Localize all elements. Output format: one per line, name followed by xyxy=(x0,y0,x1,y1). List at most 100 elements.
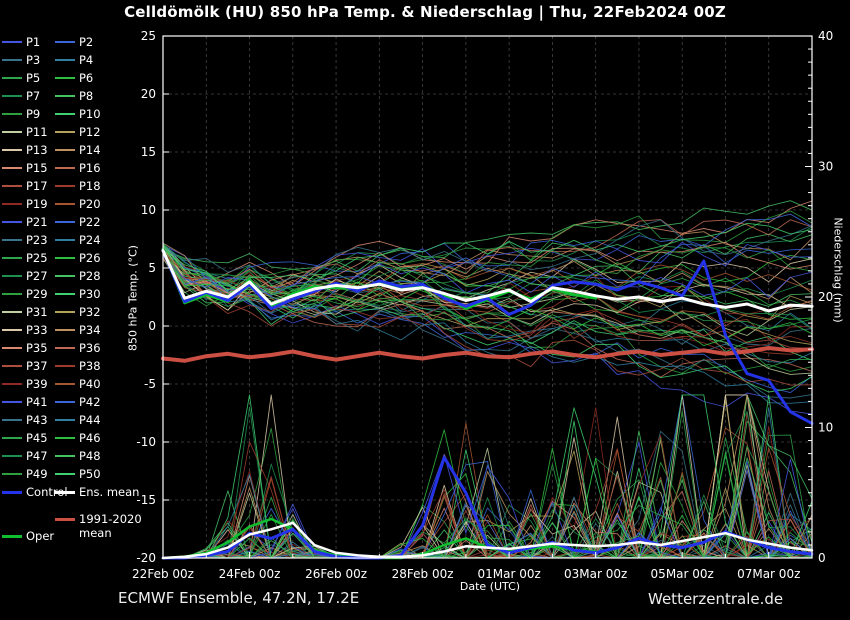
legend-line-swatch xyxy=(2,221,22,223)
main-series xyxy=(161,247,814,560)
legend-item-label: P6 xyxy=(79,71,94,85)
legend-item-label: P48 xyxy=(79,449,101,463)
y-right-tick-label: 0 xyxy=(818,551,826,565)
x-tick-label: 26Feb 00z xyxy=(305,567,367,581)
y-left-tick-label: 0 xyxy=(148,319,156,333)
legend-item-label: P20 xyxy=(79,197,101,211)
legend-item-label: Oper xyxy=(26,529,55,543)
legend-item-label: P28 xyxy=(79,269,101,283)
legend-item-label: P23 xyxy=(26,233,48,247)
y-right-tick-label: 40 xyxy=(818,29,833,43)
legend-item-label: P27 xyxy=(26,269,48,283)
x-axis-title: Date (UTC) xyxy=(459,580,521,593)
legend-line-swatch xyxy=(2,437,22,439)
legend-item-label: P11 xyxy=(26,125,48,139)
legend-line-swatch xyxy=(55,473,75,475)
legend-item-label: P50 xyxy=(79,467,101,481)
legend-item-label: P15 xyxy=(26,161,48,175)
legend-item-label: P5 xyxy=(26,71,41,85)
legend-item-label: P21 xyxy=(26,215,48,229)
legend-item-label: P1 xyxy=(26,35,41,49)
legend-item-label: 1991-2020 mean xyxy=(79,512,142,540)
legend-line-swatch xyxy=(2,293,22,295)
y-left-tick-label: 5 xyxy=(148,261,156,275)
legend-item-label: P2 xyxy=(79,35,94,49)
legend-item-label: P34 xyxy=(79,323,101,337)
legend-item-label: P33 xyxy=(26,323,48,337)
legend-line-swatch xyxy=(55,293,75,295)
legend-line-swatch xyxy=(2,149,22,151)
legend-item-label: P43 xyxy=(26,413,48,427)
legend-item-label: P16 xyxy=(79,161,101,175)
legend-item-label: P41 xyxy=(26,395,48,409)
chart-title: Celldömölk (HU) 850 hPa Temp. & Niedersc… xyxy=(124,3,726,21)
y-axis-right-title: Niederschlag (mm) xyxy=(831,217,845,323)
axis-frame xyxy=(162,35,813,559)
y-axis-left-title: 850 hPa Temp. (°C) xyxy=(126,245,140,351)
legend-line-swatch xyxy=(2,383,22,385)
legend-line-swatch xyxy=(55,491,75,494)
legend-line-swatch xyxy=(55,365,75,367)
legend-line-swatch xyxy=(55,455,75,457)
x-tick-label: 28Feb 00z xyxy=(392,567,454,581)
legend-item-label: P29 xyxy=(26,287,48,301)
legend-line-swatch xyxy=(55,95,75,97)
legend: P1 P2 P3 P4 P5 P6 P7 P8 P9 P10 P11 P12 P13 P14 P15 P16 P… xyxy=(0,0,142,620)
legend-line-swatch xyxy=(2,167,22,169)
legend-item-label: Control xyxy=(26,485,68,499)
legend-item-label: P49 xyxy=(26,467,48,481)
x-tick-label: 01Mar 00z xyxy=(477,567,540,581)
legend-line-swatch xyxy=(2,275,22,277)
legend-line-swatch xyxy=(55,257,75,259)
legend-line-swatch xyxy=(55,167,75,169)
legend-line-swatch xyxy=(55,383,75,385)
legend-line-swatch xyxy=(55,41,75,43)
legend-line-swatch xyxy=(55,275,75,277)
legend-item-label: P32 xyxy=(79,305,101,319)
legend-item-label: P3 xyxy=(26,53,41,67)
y-left-tick-label: -20 xyxy=(136,551,156,565)
legend-item-label: P10 xyxy=(79,107,101,121)
legend-line-swatch xyxy=(2,419,22,421)
legend-line-swatch xyxy=(2,185,22,187)
legend-item-label: P38 xyxy=(79,359,101,373)
legend-line-swatch xyxy=(2,131,22,133)
legend-item-label: P17 xyxy=(26,179,48,193)
legend-item-label: P44 xyxy=(79,413,101,427)
legend-line-swatch xyxy=(55,131,75,133)
legend-item-label: P35 xyxy=(26,341,48,355)
legend-item-label: P14 xyxy=(79,143,101,157)
y-left-tick-label: 10 xyxy=(141,203,156,217)
legend-line-swatch xyxy=(55,59,75,61)
legend-item-label: P24 xyxy=(79,233,101,247)
legend-item-label: P31 xyxy=(26,305,48,319)
legend-line-swatch xyxy=(55,329,75,331)
legend-item-label: P26 xyxy=(79,251,101,265)
legend-item-label: P19 xyxy=(26,197,48,211)
legend-item-label: P42 xyxy=(79,395,101,409)
y-left-tick-label: -15 xyxy=(136,493,156,507)
ensemble-members-temp xyxy=(162,200,813,415)
legend-item-label: Ens. mean xyxy=(79,485,140,499)
legend-line-swatch xyxy=(2,41,22,43)
legend-line-swatch xyxy=(2,59,22,61)
footer-brand: Wetterzentrale.de xyxy=(648,590,784,608)
x-tick-label: 03Mar 00z xyxy=(564,567,627,581)
x-tick-label: 07Mar 00z xyxy=(737,567,800,581)
y-right-tick-label: 30 xyxy=(818,160,833,174)
legend-item-label: P39 xyxy=(26,377,48,391)
legend-item-label: P47 xyxy=(26,449,48,463)
legend-item-label: P40 xyxy=(79,377,101,391)
x-tick-label: 05Mar 00z xyxy=(651,567,714,581)
legend-item-label: P7 xyxy=(26,89,41,103)
legend-item-label: P22 xyxy=(79,215,101,229)
x-tick-label: 22Feb 00z xyxy=(132,567,194,581)
x-tick-label: 24Feb 00z xyxy=(219,567,281,581)
legend-item-label: P13 xyxy=(26,143,48,157)
y-left-tick-label: 15 xyxy=(141,145,156,159)
legend-item-label: P25 xyxy=(26,251,48,265)
legend-line-swatch xyxy=(2,239,22,241)
legend-line-swatch xyxy=(55,203,75,205)
legend-line-swatch xyxy=(2,113,22,115)
legend-line-swatch xyxy=(55,347,75,349)
